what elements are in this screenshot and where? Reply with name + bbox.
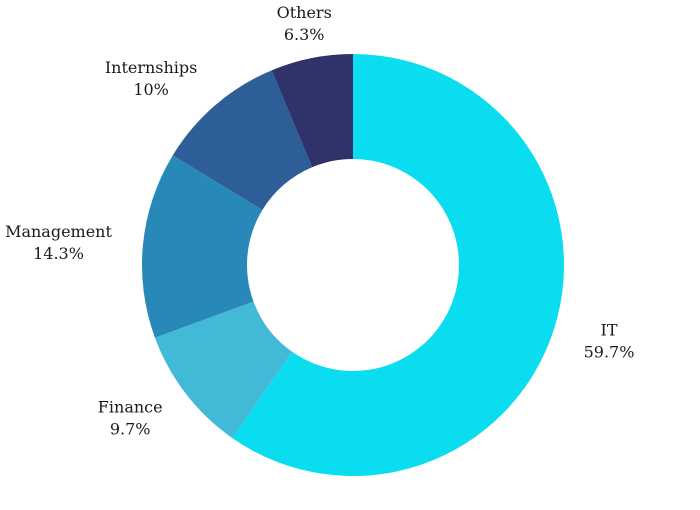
slice-value-it: 59.7% xyxy=(584,342,635,361)
slice-label-it: IT xyxy=(601,320,618,339)
slice-value-others: 6.3% xyxy=(284,25,325,44)
slice-value-finance: 9.7% xyxy=(110,419,151,438)
donut-slices xyxy=(142,53,565,477)
slice-others xyxy=(271,54,353,168)
slice-finance xyxy=(154,301,293,439)
slice-label-finance: Finance xyxy=(98,397,163,416)
slice-label-others: Others xyxy=(277,3,332,22)
slice-it xyxy=(232,53,565,477)
slice-internships xyxy=(172,70,313,210)
slice-label-internships: Internships xyxy=(105,58,198,77)
slice-label-management: Management xyxy=(5,222,112,241)
slice-management xyxy=(142,155,263,338)
slice-value-internships: 10% xyxy=(133,80,169,99)
slice-labels: IT 59.7% Finance 9.7% Management 14.3% Interns… xyxy=(5,3,634,439)
slice-value-management: 14.3% xyxy=(33,244,84,263)
